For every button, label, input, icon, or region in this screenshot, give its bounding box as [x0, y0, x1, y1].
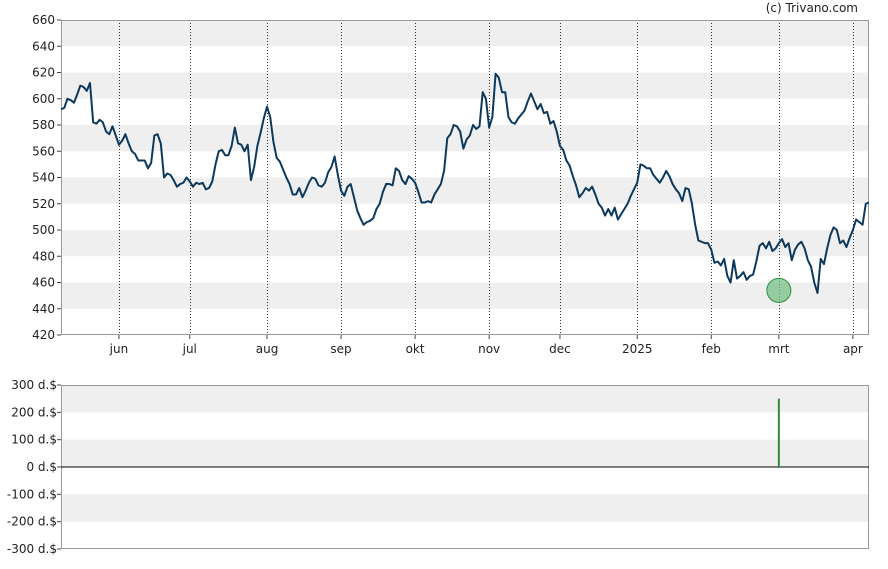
- price-y-tick-label: 540: [32, 171, 55, 185]
- price-y-tick-label: 440: [32, 302, 55, 316]
- month-label: aug: [256, 342, 279, 356]
- dividend-grid-band: [61, 494, 869, 522]
- price-y-tick-label: 620: [32, 66, 55, 80]
- price-y-tick-label: 580: [32, 118, 55, 132]
- price-y-tick-label: 500: [32, 223, 55, 237]
- price-grid-band: [61, 177, 869, 204]
- price-grid-band: [61, 230, 869, 257]
- event-marker: [766, 277, 792, 303]
- price-y-tick-label: 560: [32, 144, 55, 158]
- month-label: feb: [702, 342, 721, 356]
- price-grid-band: [61, 125, 869, 152]
- dividend-y-tick-label: 200 d.$: [11, 405, 57, 419]
- price-y-tick-label: 420: [32, 328, 55, 342]
- price-y-tick-label: 640: [32, 39, 55, 53]
- price-y-tick-label: 660: [32, 13, 55, 27]
- price-panel-frame: [61, 20, 869, 335]
- price-y-tick-label: 480: [32, 249, 55, 263]
- month-label: dec: [549, 342, 571, 356]
- price-grid-band: [61, 282, 869, 309]
- price-grid-band: [61, 20, 869, 47]
- price-y-tick-label: 460: [32, 276, 55, 290]
- credit-label: (c) Trivano.com: [765, 1, 858, 15]
- dividend-y-tick-label: 100 d.$: [11, 433, 57, 447]
- price-grid-band: [61, 72, 869, 99]
- month-label: mrt: [768, 342, 790, 356]
- month-label: apr: [843, 342, 863, 356]
- price-y-tick-label: 520: [32, 197, 55, 211]
- dividend-y-tick-label: -300 d.$: [7, 542, 57, 556]
- dividend-y-tick-label: 300 d.$: [11, 378, 57, 392]
- dividend-grid-band: [61, 385, 869, 413]
- dividend-y-tick-label: 0 d.$: [26, 460, 57, 474]
- month-label: sep: [330, 342, 351, 356]
- month-label: 2025: [622, 342, 653, 356]
- dividend-y-tick-label: -100 d.$: [7, 487, 57, 501]
- month-label: jul: [182, 342, 197, 356]
- month-label: okt: [406, 342, 425, 356]
- month-label: nov: [478, 342, 500, 356]
- dividend-y-tick-label: -200 d.$: [7, 515, 57, 529]
- month-label: jun: [109, 342, 129, 356]
- price-line: [60, 72, 870, 294]
- price-y-tick-label: 600: [32, 92, 55, 106]
- dividend-grid-band: [61, 439, 869, 467]
